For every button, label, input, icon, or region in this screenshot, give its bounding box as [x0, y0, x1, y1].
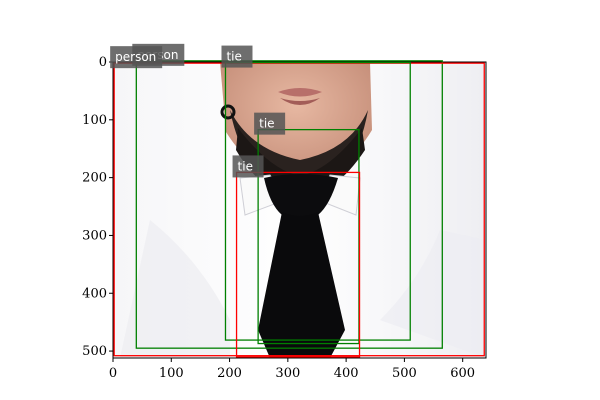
- svg-text:person: person: [115, 50, 156, 64]
- svg-text:tie: tie: [259, 117, 274, 131]
- x-tick-label: 300: [275, 366, 300, 381]
- photo: [113, 62, 486, 358]
- y-tick-label: 300: [82, 228, 107, 243]
- y-tick-label: 200: [82, 171, 107, 186]
- bbox-tie: [235, 171, 361, 358]
- x-tick-label: 0: [109, 366, 117, 381]
- bbox-label-tie: tie: [254, 112, 286, 135]
- detection-boxes: [113, 60, 485, 358]
- bbox-person: [135, 60, 443, 349]
- x-tick-label: 400: [334, 366, 359, 381]
- x-tick-label: 100: [159, 366, 184, 381]
- axis-ticks: 0 100 200 300 400 500 600 0 100 200 300 400 500: [82, 55, 475, 381]
- detection-labels: personpersontietietie: [110, 43, 286, 178]
- x-tick-label: 600: [450, 366, 475, 381]
- bbox-label-person: person: [110, 46, 163, 69]
- x-tick-label: 200: [217, 366, 242, 381]
- y-tick-label: 400: [82, 286, 107, 301]
- svg-text:tie: tie: [238, 159, 253, 173]
- bbox-tie: [224, 61, 411, 341]
- bbox-label-tie: tie: [221, 45, 253, 68]
- y-tick-label: 0: [99, 55, 107, 70]
- y-tick-label: 100: [82, 113, 107, 128]
- x-tick-label: 500: [392, 366, 417, 381]
- svg-text:tie: tie: [226, 50, 241, 64]
- y-tick-label: 500: [82, 344, 107, 359]
- bbox-label-tie: tie: [232, 155, 264, 178]
